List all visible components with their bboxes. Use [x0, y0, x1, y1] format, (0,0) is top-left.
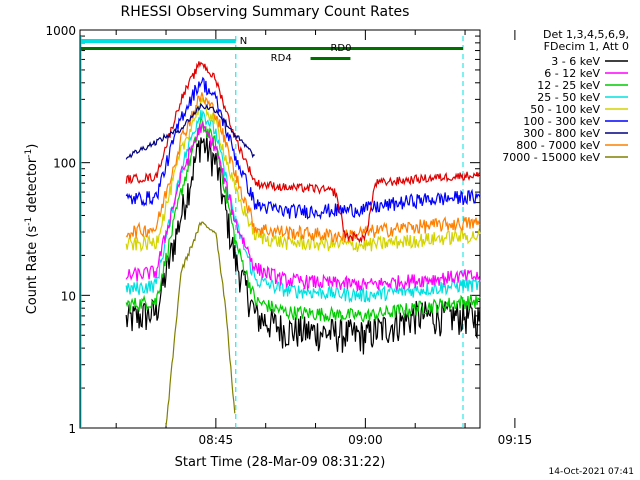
legend-label: 6 - 12 keV	[544, 67, 600, 80]
legend-header-line: FDecim 1, Att 0	[544, 40, 629, 53]
rd0-label: RD0	[330, 43, 351, 54]
series-line-1	[125, 120, 481, 292]
y-axis-label: Count Rate (s-1 detector-1)	[24, 144, 40, 315]
generation-timestamp: 14-Oct-2021 07:41	[549, 467, 634, 477]
legend-label: 800 - 7000 keV	[516, 139, 600, 152]
legend-label: 7000 - 15000 keV	[502, 151, 600, 164]
series-line-5	[125, 76, 481, 221]
y-tick-label: 1000	[45, 24, 76, 38]
series-line-8	[165, 221, 236, 426]
rd4-bar	[310, 57, 351, 60]
legend-label: 100 - 300 keV	[523, 115, 600, 128]
series-line-7	[125, 92, 481, 243]
instrument-state-bars: RD0 RD4	[81, 43, 463, 64]
night-label: N	[240, 36, 247, 47]
legend-label: 25 - 50 keV	[537, 91, 600, 104]
y-tick-label: 1	[68, 422, 76, 436]
x-axis-label: Start Time (28-Mar-09 08:31:22)	[175, 455, 386, 470]
y-tick-label: 10	[61, 289, 76, 303]
legend-label: 3 - 6 keV	[551, 55, 600, 68]
night-bar-left	[81, 39, 236, 43]
series-line-2	[125, 116, 481, 323]
x-tick-label: 09:15	[498, 433, 533, 447]
x-tick-label: 08:45	[199, 433, 234, 447]
series-line-extra	[125, 61, 481, 244]
series-line-0	[125, 134, 481, 355]
x-tick-label: 09:00	[348, 433, 383, 447]
series-layer	[125, 61, 481, 426]
legend-label: 50 - 100 keV	[530, 103, 600, 116]
legend-label: 300 - 800 keV	[523, 127, 600, 140]
series-line-4	[125, 95, 481, 253]
spacecraft-night-markers: N	[80, 36, 464, 428]
chart-legend: Det 1,3,4,5,6,9,FDecim 1, Att 0 3 - 6 keV…	[502, 28, 629, 164]
rd0-bar	[81, 47, 463, 50]
series-line-3	[125, 109, 481, 304]
legend-label: 12 - 25 keV	[537, 79, 600, 92]
legend-header-line: Det 1,3,4,5,6,9,	[543, 28, 629, 41]
plot-frame	[79, 29, 481, 429]
series-line-6	[125, 102, 255, 160]
chart-title: RHESSI Observing Summary Count Rates	[121, 4, 410, 20]
rd4-label: RD4	[271, 53, 292, 64]
y-tick-label: 100	[53, 157, 76, 171]
